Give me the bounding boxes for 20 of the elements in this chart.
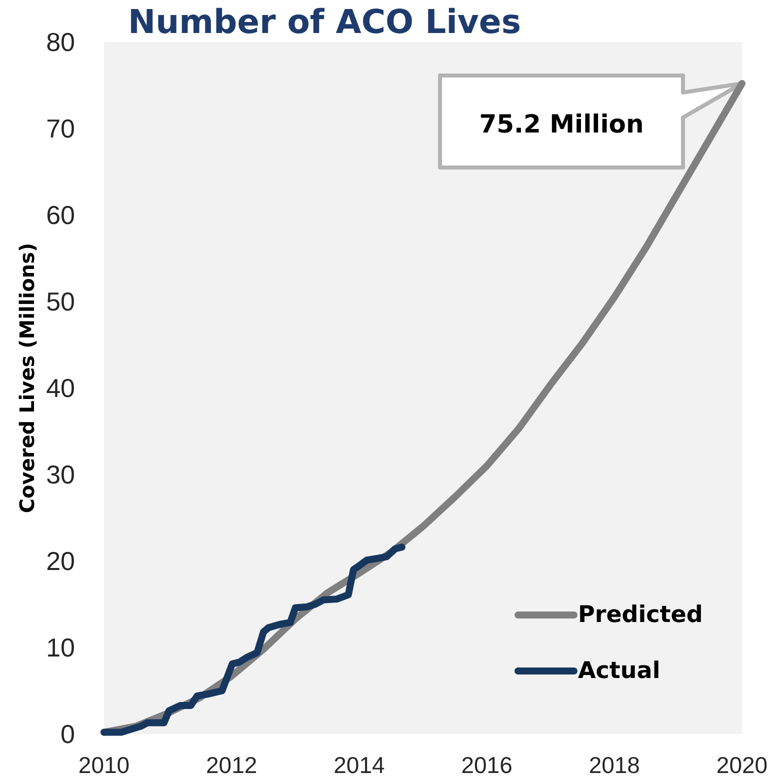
legend-label: Predicted xyxy=(578,602,703,628)
y-tick-label: 0 xyxy=(60,719,75,749)
x-tick-label: 2012 xyxy=(206,752,258,778)
legend-label: Actual xyxy=(578,658,660,684)
x-tick-label: 2016 xyxy=(461,752,512,778)
chart-title: Number of ACO Lives xyxy=(128,2,521,41)
y-tick-label: 60 xyxy=(46,200,75,230)
y-axis-title: Covered Lives (Millions) xyxy=(15,242,39,514)
y-tick-label: 30 xyxy=(46,460,75,490)
y-tick-label: 20 xyxy=(46,546,75,576)
y-tick-label: 70 xyxy=(46,114,75,144)
x-tick-label: 2010 xyxy=(78,752,130,778)
y-tick-label: 50 xyxy=(46,286,75,316)
x-tick-label: 2014 xyxy=(334,752,385,778)
y-tick-label: 80 xyxy=(46,27,75,57)
y-tick-label: 40 xyxy=(46,373,75,403)
annotation: 75.2 Million xyxy=(479,109,644,138)
y-tick-label: 10 xyxy=(46,632,75,662)
x-tick-label: 2018 xyxy=(588,752,640,778)
x-tick-label: 2020 xyxy=(716,752,768,778)
